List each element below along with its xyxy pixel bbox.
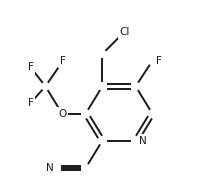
Text: N: N xyxy=(45,163,53,173)
Text: N: N xyxy=(139,136,147,146)
Text: F: F xyxy=(156,56,162,66)
Text: Cl: Cl xyxy=(119,27,129,37)
Text: F: F xyxy=(28,98,33,108)
Text: O: O xyxy=(58,109,66,119)
Text: F: F xyxy=(28,62,33,72)
Text: F: F xyxy=(60,56,66,66)
